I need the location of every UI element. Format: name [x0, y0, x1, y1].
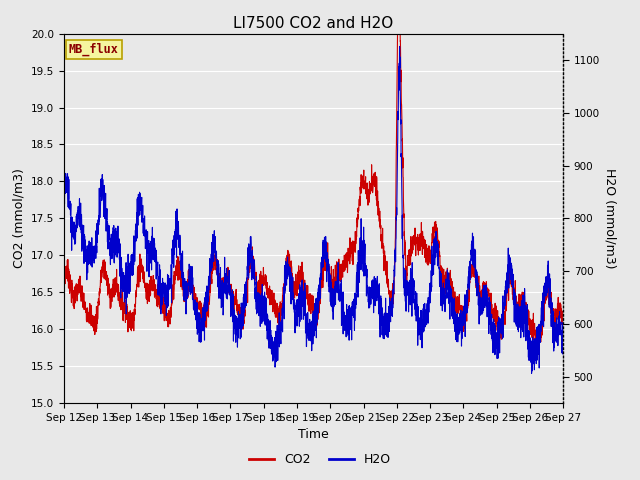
Legend: CO2, H2O: CO2, H2O: [244, 448, 396, 471]
Y-axis label: H2O (mmol/m3): H2O (mmol/m3): [604, 168, 616, 269]
Y-axis label: CO2 (mmol/m3): CO2 (mmol/m3): [12, 168, 26, 268]
Text: MB_flux: MB_flux: [69, 43, 119, 56]
X-axis label: Time: Time: [298, 429, 329, 442]
Title: LI7500 CO2 and H2O: LI7500 CO2 and H2O: [234, 16, 394, 31]
